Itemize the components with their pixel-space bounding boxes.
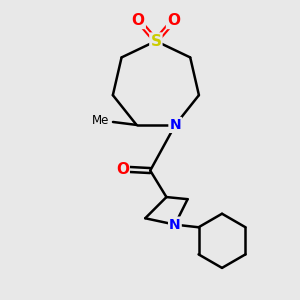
Text: N: N: [169, 218, 181, 232]
Text: Me: Me: [92, 114, 110, 127]
Text: O: O: [116, 162, 129, 177]
Text: O: O: [167, 13, 180, 28]
Text: O: O: [132, 13, 145, 28]
Text: N: N: [169, 118, 181, 132]
Text: S: S: [150, 34, 161, 49]
